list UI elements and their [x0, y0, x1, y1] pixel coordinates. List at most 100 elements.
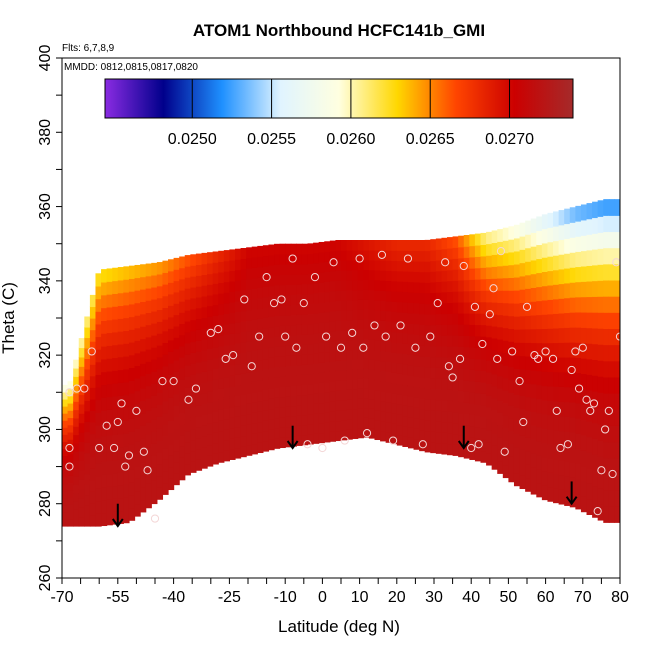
heatmap-cell — [84, 316, 91, 328]
heatmap-cell — [201, 349, 208, 362]
heatmap-cell — [380, 300, 387, 311]
heatmap-cell — [374, 259, 381, 271]
heatmap-cell — [346, 399, 353, 410]
heatmap-cell — [128, 418, 136, 432]
heatmap-cell — [218, 430, 225, 442]
heatmap-cell — [547, 256, 554, 272]
heatmap-cell — [307, 293, 314, 305]
heatmap-cell — [513, 250, 521, 265]
heatmap-cell — [586, 405, 593, 422]
heatmap-cell — [357, 269, 364, 281]
heatmap-cell — [430, 335, 437, 347]
heatmap-cell — [614, 231, 620, 249]
heatmap-cell — [162, 295, 169, 308]
heatmap-cell — [212, 442, 219, 454]
heatmap-cell — [402, 343, 409, 355]
heatmap-cell — [435, 388, 443, 401]
heatmap-cell — [508, 251, 515, 266]
heatmap-cell — [592, 454, 599, 471]
heatmap-cell — [168, 454, 175, 468]
heatmap-cell — [380, 390, 387, 402]
heatmap-cell — [123, 356, 130, 370]
heatmap-cell — [151, 419, 158, 432]
heatmap-cell — [536, 398, 543, 414]
heatmap-cell — [385, 270, 392, 282]
heatmap-cell — [207, 359, 214, 371]
heatmap-cell — [603, 393, 610, 410]
heatmap-cell — [106, 460, 113, 475]
heatmap-cell — [541, 328, 549, 344]
heatmap-cell — [357, 348, 364, 360]
heatmap-cell — [78, 422, 85, 433]
heatmap-cell — [402, 332, 409, 344]
heatmap-cell — [564, 208, 571, 225]
heatmap-cell — [179, 379, 186, 392]
heatmap-cell — [407, 406, 415, 418]
heatmap-cell — [419, 418, 426, 431]
heatmap-cell — [603, 506, 610, 523]
heatmap-cell — [212, 304, 219, 316]
observation-point — [288, 254, 297, 263]
heatmap-cell — [324, 281, 331, 293]
heatmap-cell — [112, 344, 119, 359]
heatmap-cell — [603, 231, 610, 249]
heatmap-cell — [447, 324, 454, 336]
observation-point — [396, 321, 405, 330]
heatmap-cell — [145, 361, 152, 374]
heatmap-cell — [257, 245, 264, 257]
heatmap-cell — [368, 279, 376, 291]
heatmap-cell — [123, 291, 130, 306]
heatmap-cell — [586, 249, 593, 266]
heatmap-cell — [240, 331, 247, 343]
heatmap-cell — [407, 312, 415, 324]
heatmap-cell — [391, 362, 398, 373]
heatmap-cell — [508, 468, 515, 483]
heatmap-cell — [246, 392, 253, 404]
heatmap-cell — [145, 287, 152, 301]
heatmap-cell — [592, 343, 599, 361]
heatmap-cell — [502, 277, 509, 291]
heatmap-cell — [419, 334, 426, 346]
heatmap-cell — [435, 313, 443, 325]
heatmap-cell — [212, 251, 219, 263]
heatmap-cell — [480, 278, 487, 291]
heatmap-cell — [346, 409, 353, 420]
heatmap-cell — [89, 294, 97, 308]
heatmap-cell — [89, 375, 97, 388]
heatmap-cell — [564, 223, 571, 239]
heatmap-cell — [435, 345, 443, 358]
heatmap-cell — [195, 448, 203, 460]
heatmap-cell — [112, 370, 119, 384]
heatmap-cell — [368, 408, 376, 419]
heatmap-cell — [491, 337, 498, 351]
heatmap-cell — [608, 360, 616, 378]
heatmap-cell — [112, 434, 119, 448]
heatmap-cell — [441, 270, 448, 282]
heatmap-cell — [257, 349, 264, 361]
heatmap-cell — [341, 259, 348, 271]
heatmap-cell — [128, 303, 136, 318]
heatmap-cell — [268, 439, 275, 451]
observation-point — [493, 354, 502, 363]
heatmap-cell — [73, 476, 80, 486]
heatmap-cell — [246, 330, 253, 342]
heatmap-cell — [134, 277, 141, 291]
heatmap-cell — [474, 381, 482, 394]
heatmap-cell — [519, 328, 526, 343]
heatmap-cell — [73, 434, 80, 444]
heatmap-cell — [480, 244, 487, 257]
heatmap-cell — [201, 371, 208, 383]
heatmap-cell — [413, 417, 420, 429]
heatmap-cell — [530, 452, 537, 468]
heatmap-cell — [469, 380, 476, 393]
colorbar-tick-label: 0.0270 — [485, 131, 534, 148]
heatmap-cell — [402, 270, 409, 282]
heatmap-cell — [580, 204, 588, 221]
heatmap-cell — [474, 449, 482, 462]
heatmap-cell — [452, 247, 459, 259]
heatmap-cell — [480, 290, 487, 303]
heatmap-cell — [156, 333, 164, 346]
heatmap-cell — [290, 263, 297, 275]
heatmap-cell — [502, 415, 509, 429]
heatmap-cell — [73, 467, 80, 477]
